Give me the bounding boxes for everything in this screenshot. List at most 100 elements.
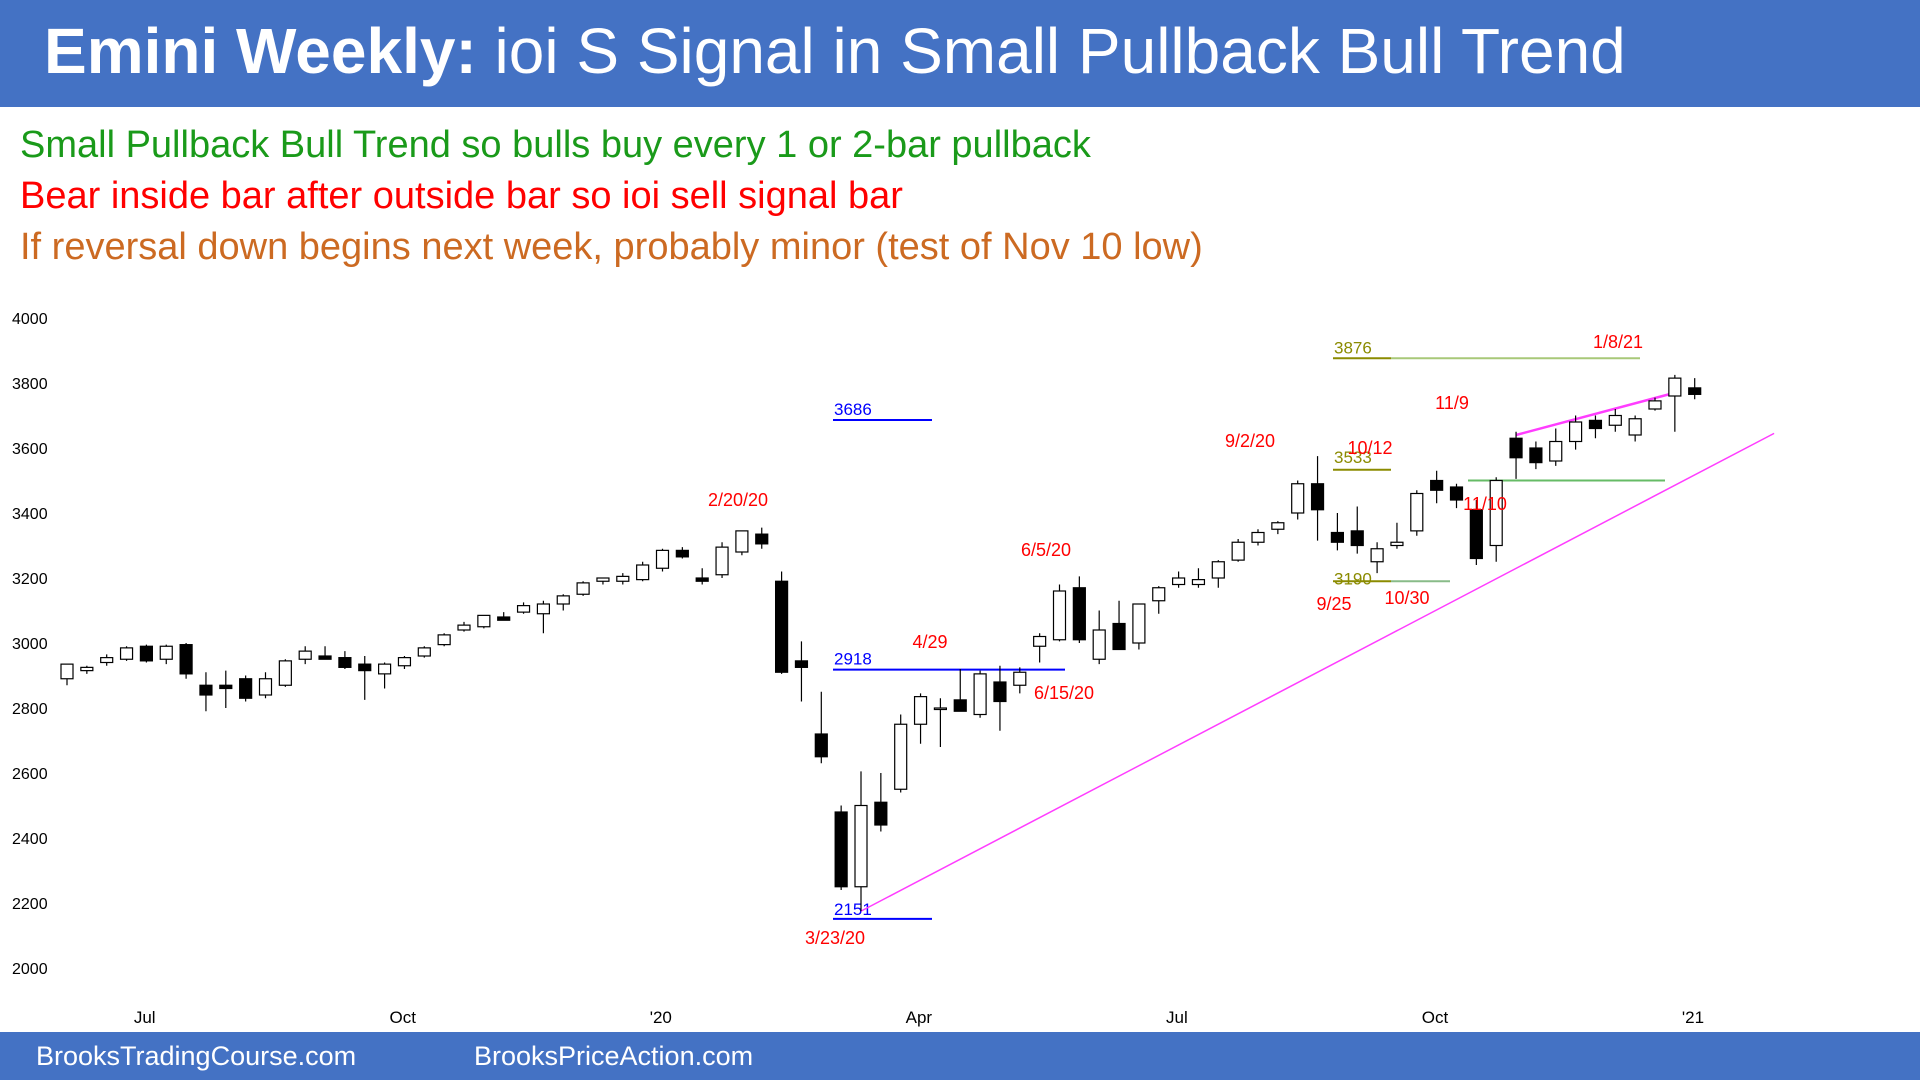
candle-body xyxy=(298,650,312,660)
candle xyxy=(854,771,868,912)
level-label: 3533 xyxy=(1334,448,1372,467)
candle-body xyxy=(258,678,273,696)
y-tick-label: 4000 xyxy=(12,311,48,328)
candle xyxy=(1330,513,1345,551)
annotation-label: 1/8/21 xyxy=(1593,332,1643,352)
level-label: 3876 xyxy=(1334,338,1372,357)
annotation-label: 6/5/20 xyxy=(1021,540,1071,560)
candle xyxy=(834,805,848,890)
candle-body xyxy=(854,804,868,888)
candle xyxy=(1211,560,1225,588)
candle xyxy=(457,621,471,632)
footer-bar: BrooksTradingCourse.com BrooksPriceActio… xyxy=(0,1032,1920,1080)
candle-body xyxy=(1648,400,1662,410)
annotation-label: 11/9 xyxy=(1435,393,1469,413)
candle-body xyxy=(1628,418,1642,436)
candle xyxy=(636,561,650,582)
annotation-label: 2/20/20 xyxy=(708,490,768,510)
candle-body xyxy=(536,603,551,615)
candle xyxy=(1052,584,1067,642)
candle xyxy=(953,669,967,712)
candle-body xyxy=(1549,440,1563,462)
candle xyxy=(1132,603,1146,650)
note-ioi-signal: Bear inside bar after outside bar so ioi… xyxy=(20,175,903,217)
candle xyxy=(1152,586,1166,614)
level-label: 2918 xyxy=(834,650,872,669)
candle xyxy=(755,527,769,549)
candle-body xyxy=(695,577,709,582)
candle-body xyxy=(556,595,570,605)
candle-body xyxy=(457,624,471,631)
candle-body xyxy=(1390,541,1404,547)
candle xyxy=(1231,539,1245,562)
candle-body xyxy=(497,616,511,621)
candle xyxy=(159,644,173,665)
candle-body xyxy=(1013,671,1027,686)
candle xyxy=(318,646,332,660)
candle-body xyxy=(1489,479,1503,547)
candle-body xyxy=(1449,486,1464,501)
y-tick-label: 3200 xyxy=(12,571,48,588)
candle xyxy=(735,530,749,556)
annotations: 2/20/20 3/23/20 4/29 6/5/20 6/15/20 9/2/20 10/… xyxy=(708,332,1643,948)
level-label: 3686 xyxy=(834,400,872,419)
candle xyxy=(1072,576,1086,643)
candle-body xyxy=(874,801,888,826)
candle xyxy=(1092,610,1106,665)
candle-body xyxy=(378,663,392,675)
candle xyxy=(219,670,233,708)
footer-link-price-action[interactable]: BrooksPriceAction.com xyxy=(474,1041,754,1071)
candle xyxy=(933,698,948,747)
candle xyxy=(1191,568,1206,588)
candle-body xyxy=(794,660,809,668)
candle-body xyxy=(1191,579,1206,586)
x-tick-label: Oct xyxy=(1422,1008,1449,1027)
candle-body xyxy=(1211,561,1225,579)
candle xyxy=(993,665,1007,731)
annotation-label: 3/23/20 xyxy=(805,928,865,948)
title-bold: Emini Weekly: xyxy=(44,15,477,87)
candle xyxy=(338,651,352,669)
candle xyxy=(516,602,531,614)
y-tick-label: 3400 xyxy=(12,506,48,523)
candle xyxy=(695,568,709,585)
candle-body xyxy=(159,645,173,660)
candle xyxy=(596,577,610,585)
y-tick-label: 2000 xyxy=(12,961,48,978)
candle xyxy=(1608,409,1622,432)
candle xyxy=(1469,500,1483,565)
candle xyxy=(417,646,431,658)
footer-link-trading-course[interactable]: BrooksTradingCourse.com xyxy=(36,1041,357,1071)
candle xyxy=(1489,477,1503,562)
candle-body xyxy=(1152,587,1166,602)
candle xyxy=(715,542,729,578)
candle xyxy=(397,656,412,669)
candle xyxy=(100,654,114,666)
candle xyxy=(1033,633,1047,663)
level-label: 2151 xyxy=(834,900,872,919)
candle xyxy=(1310,456,1325,541)
candle xyxy=(1013,667,1027,694)
annotation-label: 9/25 xyxy=(1316,594,1351,614)
candle xyxy=(1628,415,1642,442)
y-tick-label: 3800 xyxy=(12,376,48,393)
candle-body xyxy=(1588,419,1603,430)
candle-body xyxy=(1350,530,1364,547)
y-tick-label: 2400 xyxy=(12,831,48,848)
x-tick-label: Jul xyxy=(134,1008,156,1027)
candle xyxy=(536,600,551,634)
candle-body xyxy=(1231,541,1245,561)
candle xyxy=(1271,521,1285,535)
candle xyxy=(616,573,630,585)
y-tick-label: 2800 xyxy=(12,701,48,718)
x-tick-label: Jul xyxy=(1166,1008,1188,1027)
annotation-label: 11/10 xyxy=(1463,494,1507,514)
candle xyxy=(1251,529,1265,546)
note-small-pullback: Small Pullback Bull Trend so bulls buy e… xyxy=(20,124,1091,166)
candle-body xyxy=(1688,387,1702,395)
candle-body xyxy=(239,678,253,699)
candle-body xyxy=(1469,509,1483,560)
candle xyxy=(239,675,253,702)
candle-body xyxy=(179,644,193,675)
candle-body xyxy=(715,546,729,576)
